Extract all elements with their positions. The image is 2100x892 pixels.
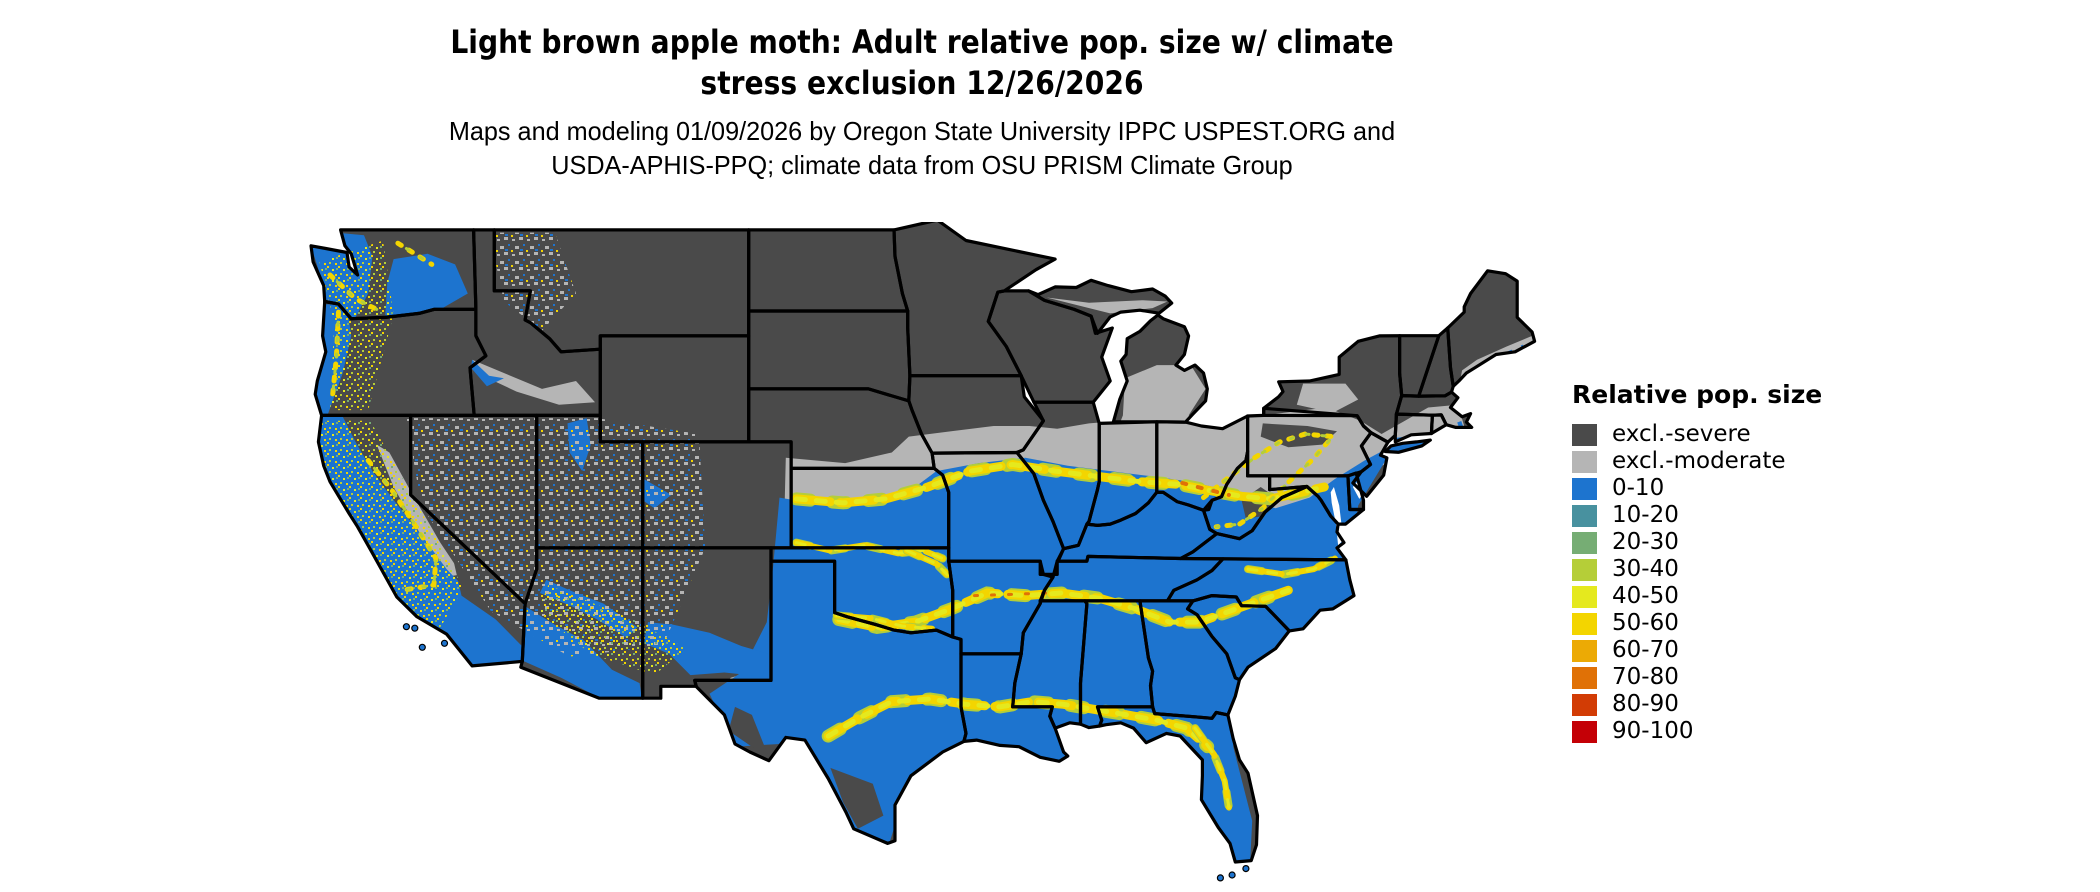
legend-swatch [1572,666,1597,689]
legend-swatch [1572,504,1597,527]
legend-row: 50-60 [1572,610,1822,637]
us-map [309,222,1537,882]
state-borders [309,222,1537,864]
legend-swatch [1572,423,1597,446]
legend-swatch [1572,585,1597,608]
legend-row: 0-10 [1572,475,1822,502]
legend-label: excl.-severe [1612,421,1751,447]
legend-row: 10-20 [1572,502,1822,529]
legend-swatch [1572,612,1597,635]
map-data-overlay [311,232,1535,862]
legend-row: 60-70 [1572,637,1822,664]
legend-row: 70-80 [1572,664,1822,691]
map-subtitle: Maps and modeling 01/09/2026 by Oregon S… [340,114,1504,182]
legend-swatch [1572,450,1597,473]
legend-label: 70-80 [1612,664,1679,690]
legend-row: 80-90 [1572,691,1822,718]
legend-title: Relative pop. size [1572,380,1823,409]
map-title-line2: stress exclusion 12/26/2026 [700,64,1144,102]
legend-label: 20-30 [1612,529,1679,555]
legend-label: excl.-moderate [1612,448,1786,474]
legend-label: 50-60 [1612,610,1679,636]
islands [402,623,1250,882]
legend-label: 90-100 [1612,718,1694,744]
legend-row: 90-100 [1572,718,1822,745]
legend-swatch [1572,720,1597,743]
map-subtitle-line2: USDA-APHIS-PPQ; climate data from OSU PR… [551,150,1293,180]
legend-label: 10-20 [1612,502,1679,528]
legend-row: 30-40 [1572,556,1822,583]
legend-row: 40-50 [1572,583,1822,610]
map-title-line1: Light brown apple moth: Adult relative p… [450,23,1394,61]
legend-row: excl.-severe [1572,421,1822,448]
legend-swatch [1572,477,1597,500]
legend-row: 20-30 [1572,529,1822,556]
map-title: Light brown apple moth: Adult relative p… [394,22,1450,104]
legend-swatch [1572,639,1597,662]
legend-label: 30-40 [1612,556,1679,582]
map-legend: Relative pop. size excl.-severe excl.-mod… [1572,380,1822,745]
legend-swatch [1572,693,1597,716]
map-subtitle-line1: Maps and modeling 01/09/2026 by Oregon S… [448,116,1396,146]
legend-label: 60-70 [1612,637,1679,663]
legend-label: 0-10 [1612,475,1665,501]
legend-label: 40-50 [1612,583,1679,609]
legend-swatch [1572,531,1597,554]
legend-rows: excl.-severe excl.-moderate 0-10 10-20 20-30… [1572,421,1822,745]
legend-label: 80-90 [1612,691,1679,717]
legend-swatch [1572,558,1597,581]
legend-row: excl.-moderate [1572,448,1822,475]
